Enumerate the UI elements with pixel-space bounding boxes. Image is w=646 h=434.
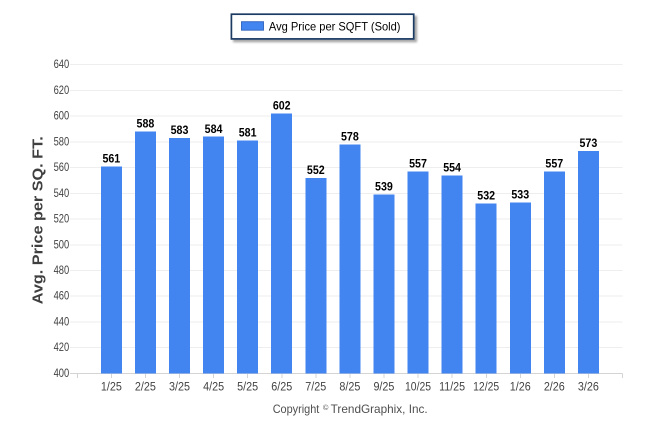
svg-text:539: 539 [375,181,393,194]
svg-text:552: 552 [307,164,325,177]
svg-text:3/26: 3/26 [578,381,599,393]
svg-text:588: 588 [137,118,155,131]
svg-text:557: 557 [545,158,563,171]
svg-text:Copyright: Copyright [273,403,320,416]
svg-text:420: 420 [54,340,70,354]
svg-text:5/25: 5/25 [237,381,258,393]
svg-text:3/25: 3/25 [169,381,190,393]
svg-text:561: 561 [102,152,120,165]
svg-text:11/25: 11/25 [439,381,465,393]
svg-text:573: 573 [580,137,598,150]
svg-text:584: 584 [205,123,223,136]
svg-text:533: 533 [511,188,529,201]
svg-text:TrendGraphix, Inc.: TrendGraphix, Inc. [331,403,428,416]
svg-text:440: 440 [54,314,70,328]
svg-text:557: 557 [409,158,427,171]
svg-text:10/25: 10/25 [405,381,431,393]
svg-text:580: 580 [54,134,70,148]
svg-text:480: 480 [54,263,70,277]
svg-text:600: 600 [54,109,70,123]
svg-text:Avg. Price per SQ. FT.: Avg. Price per SQ. FT. [30,136,46,304]
svg-text:581: 581 [239,127,257,140]
svg-text:554: 554 [443,161,461,174]
svg-text:4/25: 4/25 [203,381,224,393]
svg-text:1/26: 1/26 [510,381,531,393]
svg-text:640: 640 [54,57,70,71]
svg-text:560: 560 [54,160,70,174]
svg-text:583: 583 [171,124,189,137]
svg-text:12/25: 12/25 [473,381,499,393]
svg-text:©: © [323,403,329,412]
svg-text:6/25: 6/25 [271,381,292,393]
svg-text:620: 620 [54,83,70,97]
svg-text:500: 500 [54,237,70,251]
svg-text:1/25: 1/25 [101,381,122,393]
svg-text:520: 520 [54,212,70,226]
svg-text:602: 602 [273,100,291,113]
svg-text:2/26: 2/26 [544,381,565,393]
svg-text:7/25: 7/25 [305,381,326,393]
svg-text:8/25: 8/25 [339,381,360,393]
svg-text:460: 460 [54,289,70,303]
svg-text:Avg Price per SQFT (Sold): Avg Price per SQFT (Sold) [269,20,401,34]
svg-text:2/25: 2/25 [135,381,156,393]
svg-text:540: 540 [54,186,70,200]
svg-text:400: 400 [54,366,70,380]
svg-text:9/25: 9/25 [373,381,394,393]
svg-text:532: 532 [477,190,495,203]
svg-text:578: 578 [341,131,359,144]
